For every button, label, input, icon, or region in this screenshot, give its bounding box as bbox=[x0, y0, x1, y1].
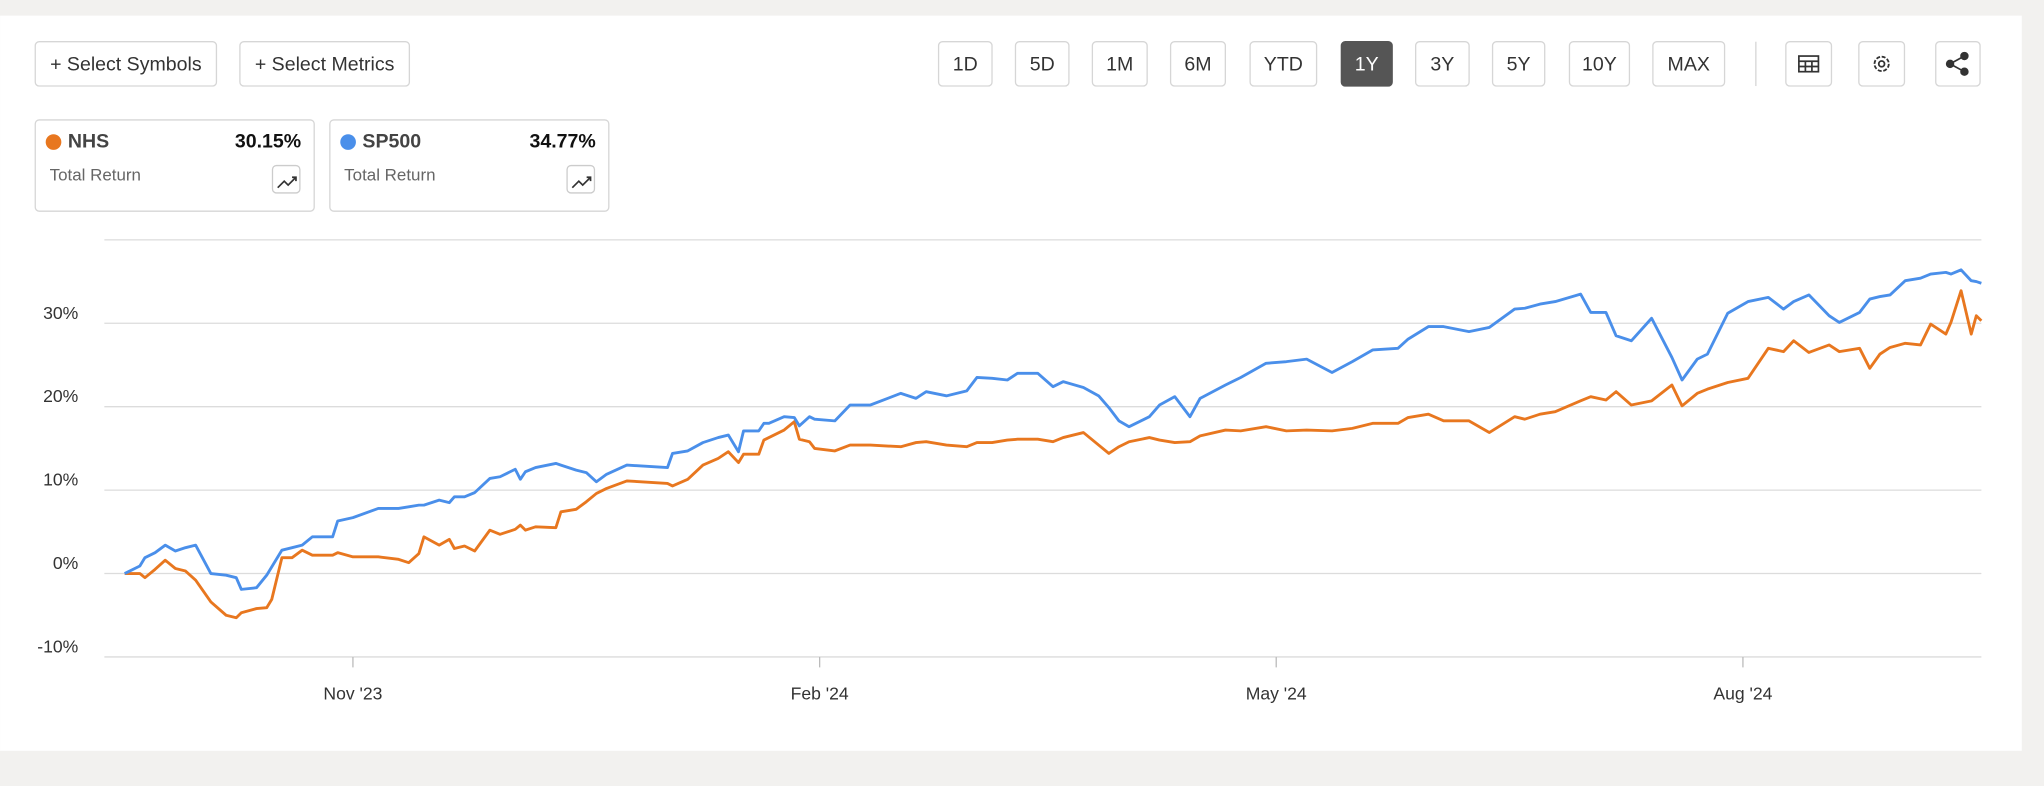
legend-dot bbox=[45, 134, 62, 150]
period-button-frame[interactable] bbox=[1091, 41, 1148, 87]
trend-icon bbox=[571, 176, 592, 189]
period-button[interactable]: YTD bbox=[1249, 41, 1318, 87]
period-button-frame[interactable] bbox=[1491, 41, 1546, 87]
period-button[interactable]: 10Y bbox=[1568, 41, 1631, 87]
period-button[interactable]: 3Y bbox=[1415, 41, 1470, 87]
series-line bbox=[124, 289, 1983, 620]
y-tick-label: 0% bbox=[53, 553, 78, 573]
legend-card-frame[interactable] bbox=[329, 119, 610, 212]
period-button-frame[interactable] bbox=[1340, 41, 1393, 87]
period-button-label[interactable]: 3Y bbox=[1430, 53, 1454, 75]
settings-button-frame[interactable] bbox=[1858, 41, 1906, 87]
legend-caption: Total Return bbox=[344, 165, 435, 184]
y-tick-label: 10% bbox=[43, 470, 78, 490]
add-button[interactable]: + Select Metrics bbox=[239, 41, 411, 87]
period-button-label[interactable]: 5Y bbox=[1507, 53, 1531, 75]
legend-dot bbox=[340, 134, 356, 150]
table-icon bbox=[1798, 55, 1820, 73]
legend-card[interactable]: SP500 34.77% Total Return bbox=[329, 119, 610, 212]
x-tick-label: Feb '24 bbox=[791, 683, 849, 703]
period-button-frame[interactable] bbox=[1249, 41, 1318, 87]
period-button[interactable]: MAX bbox=[1652, 41, 1726, 87]
legend-name: NHS bbox=[68, 130, 109, 152]
trend-icon bbox=[277, 176, 297, 189]
period-button-label[interactable]: 5D bbox=[1030, 53, 1055, 75]
add-button-frame[interactable] bbox=[239, 41, 411, 87]
legend-card[interactable]: NHS 30.15% Total Return bbox=[34, 119, 315, 212]
period-button[interactable]: 1Y bbox=[1340, 41, 1393, 87]
y-tick-label: 20% bbox=[43, 386, 78, 406]
period-button-frame[interactable] bbox=[1652, 41, 1726, 87]
legend-card-frame[interactable] bbox=[34, 119, 315, 212]
legend-caption: Total Return bbox=[50, 165, 141, 184]
period-button-label[interactable]: 6M bbox=[1184, 53, 1211, 75]
gear-icon bbox=[1873, 55, 1890, 72]
period-button-label[interactable]: 1D bbox=[953, 53, 978, 75]
period-button-frame[interactable] bbox=[1568, 41, 1631, 87]
table-button-frame[interactable] bbox=[1785, 41, 1833, 87]
share-icon bbox=[1945, 51, 1969, 76]
legend-name: SP500 bbox=[362, 130, 421, 152]
add-button-label[interactable]: + Select Symbols bbox=[50, 53, 202, 75]
settings-button[interactable] bbox=[1858, 41, 1906, 87]
period-button-frame[interactable] bbox=[1415, 41, 1470, 87]
x-tick-label: Nov '23 bbox=[323, 683, 382, 703]
add-button[interactable]: + Select Symbols bbox=[34, 41, 218, 87]
period-button[interactable]: 6M bbox=[1169, 41, 1226, 87]
period-button[interactable]: 1D bbox=[937, 41, 993, 87]
x-tick-label: Aug '24 bbox=[1713, 683, 1772, 703]
period-button[interactable]: 5D bbox=[1014, 41, 1070, 87]
period-button-label[interactable]: 10Y bbox=[1582, 53, 1617, 75]
period-button-frame[interactable] bbox=[1014, 41, 1070, 87]
period-button-frame[interactable] bbox=[937, 41, 993, 87]
y-tick-label: 30% bbox=[43, 303, 78, 323]
table-button[interactable] bbox=[1785, 41, 1833, 87]
period-button-label[interactable]: YTD bbox=[1264, 53, 1303, 75]
add-button-label[interactable]: + Select Metrics bbox=[255, 53, 395, 75]
add-button-frame[interactable] bbox=[34, 41, 218, 87]
legend-value: 30.15% bbox=[235, 130, 301, 152]
share-button[interactable] bbox=[1935, 41, 1981, 87]
period-button-label[interactable]: 1M bbox=[1106, 53, 1133, 75]
period-button[interactable]: 5Y bbox=[1491, 41, 1546, 87]
period-button-frame[interactable] bbox=[1169, 41, 1226, 87]
period-button[interactable]: 1M bbox=[1091, 41, 1148, 87]
x-tick-label: May '24 bbox=[1246, 683, 1307, 703]
series-line bbox=[124, 268, 1982, 591]
period-button-label[interactable]: MAX bbox=[1668, 53, 1710, 75]
period-button-label[interactable]: 1Y bbox=[1355, 53, 1379, 75]
legend-value: 34.77% bbox=[529, 130, 595, 152]
share-button-frame[interactable] bbox=[1935, 41, 1981, 87]
y-tick-label: -10% bbox=[37, 636, 78, 656]
